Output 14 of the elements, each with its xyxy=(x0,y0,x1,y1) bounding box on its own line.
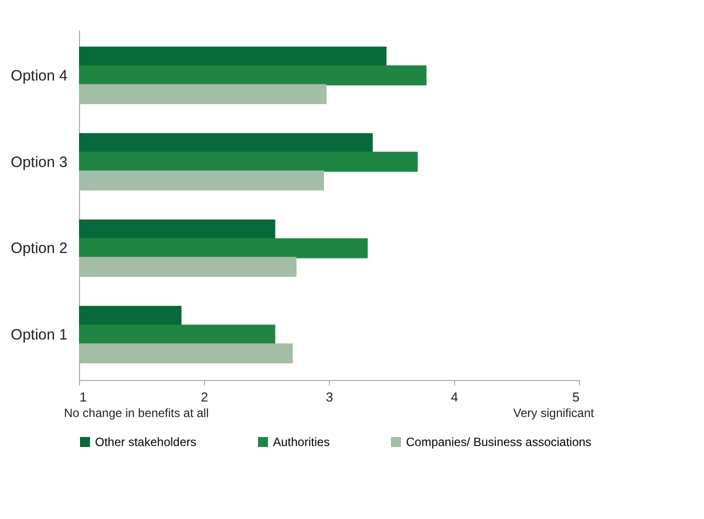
legend-label: Companies/ Business associations xyxy=(406,435,592,449)
y-tick-label: Option 4 xyxy=(10,67,68,84)
y-tick-label: Option 1 xyxy=(10,326,68,344)
x-tick-label: 1 xyxy=(80,390,87,404)
x-tick-label: 4 xyxy=(450,390,458,404)
x-tick-label: 2 xyxy=(200,390,208,404)
legend-label: Other stakeholders xyxy=(95,435,196,449)
y-tick-label: Option 2 xyxy=(10,240,68,258)
x-tick-label: 3 xyxy=(326,390,334,404)
y-tick-label: Option 3 xyxy=(10,154,68,171)
x-tick-label: 5 xyxy=(572,390,580,404)
text: Very significant xyxy=(513,406,595,420)
text: No change in benefits at all xyxy=(64,406,209,420)
legend-label: Authorities xyxy=(273,435,330,449)
